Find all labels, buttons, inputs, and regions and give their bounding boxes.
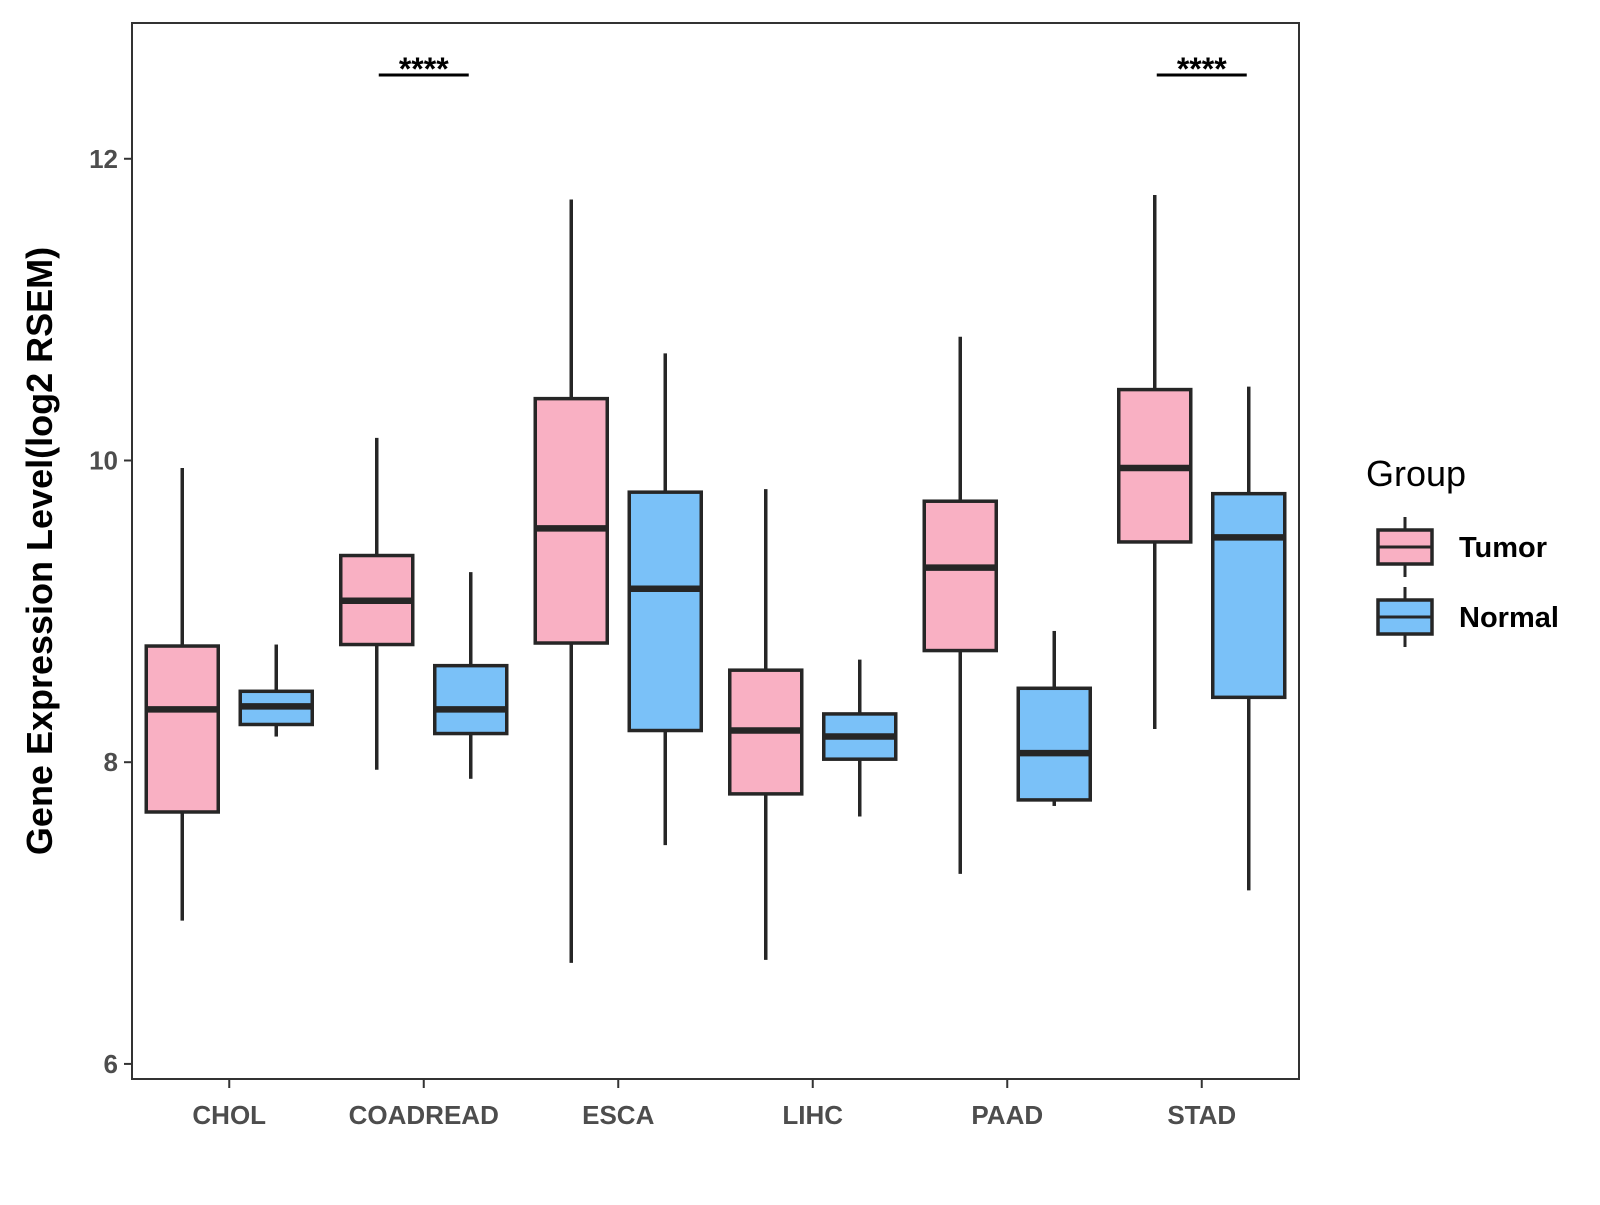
box-series [144,194,1287,963]
y-tick-label: 12 [89,144,118,174]
legend-title: Group [1366,453,1466,494]
box-tumor-esca [533,199,609,963]
legend-label: Tumor [1459,532,1547,564]
y-tick-label: 8 [104,747,118,777]
y-axis: 6 8 10 12 [89,144,132,1079]
legend-label: Normal [1459,602,1559,634]
box-normal-coadread [433,572,509,779]
x-tick-label: PAAD [971,1100,1043,1130]
x-axis: CHOL COADREAD ESCA LIHC PAAD STAD [192,1079,1236,1130]
x-tick-label: ESCA [582,1100,654,1130]
box-tumor-chol [144,468,220,921]
x-tick-label: COADREAD [349,1100,499,1130]
box-iqr [533,396,609,645]
box-tumor-paad [922,336,998,874]
box-iqr [922,499,998,653]
plot-panel [131,22,1300,1080]
box-tumor-lihc [728,489,804,960]
legend-item-tumor: Tumor [1376,517,1547,577]
box-tumor-stad [1117,194,1193,730]
x-tick-label: STAD [1167,1100,1236,1130]
box-iqr [1016,686,1092,802]
y-axis-title: Gene Expression Level(log2 RSEM) [19,247,60,855]
x-tick-label: CHOL [192,1100,266,1130]
box-iqr [627,490,703,733]
significance-label: **** [1177,51,1227,87]
legend: Group Tumor Normal [1366,453,1559,647]
box-normal-paad [1016,630,1092,806]
y-tick-label: 10 [89,445,118,475]
significance-label: **** [399,51,449,87]
box-normal-chol [238,644,314,737]
x-tick-label: LIHC [782,1100,843,1130]
y-tick-label: 6 [104,1049,118,1079]
box-normal-esca [627,353,703,846]
box-normal-stad [1211,386,1287,891]
box-normal-lihc [822,659,898,817]
box-tumor-coadread [339,437,415,770]
box-iqr [1211,491,1287,700]
box-iqr [433,663,509,736]
legend-item-normal: Normal [1376,587,1559,647]
significance-annotations: **** **** [378,51,1247,87]
box-iqr [144,644,220,814]
